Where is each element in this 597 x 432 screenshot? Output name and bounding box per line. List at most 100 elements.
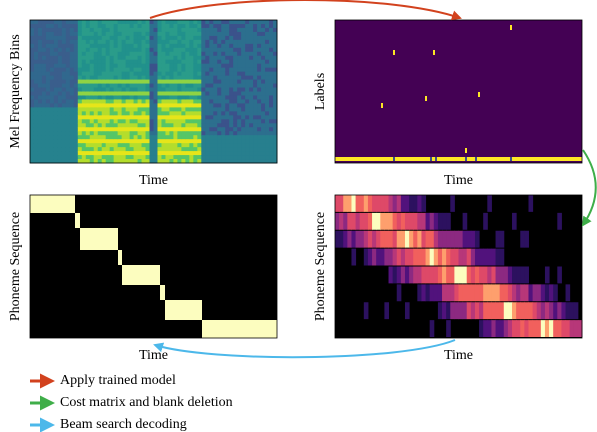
cell	[45, 111, 51, 116]
cell	[73, 119, 79, 124]
cell	[53, 151, 59, 156]
cell	[61, 155, 67, 160]
cell	[185, 147, 190, 152]
cell	[213, 107, 218, 112]
cell	[241, 147, 246, 152]
cell	[33, 123, 39, 128]
cell	[149, 151, 154, 156]
cell	[37, 79, 43, 85]
cell	[73, 107, 79, 112]
cell	[229, 43, 234, 49]
cell	[225, 143, 230, 148]
cell	[400, 266, 406, 284]
cell	[109, 159, 115, 164]
cell	[105, 55, 111, 61]
cell	[245, 159, 250, 164]
cell	[549, 284, 554, 302]
cell	[53, 51, 59, 57]
cell	[189, 43, 194, 49]
cell	[89, 131, 95, 136]
cell	[153, 87, 158, 92]
cell	[181, 79, 186, 85]
cell	[149, 59, 154, 65]
cell	[109, 71, 115, 77]
cell	[105, 83, 111, 89]
cell	[233, 87, 238, 92]
cell	[141, 39, 147, 45]
cell	[153, 103, 158, 108]
cell	[209, 43, 214, 49]
cell	[450, 284, 455, 302]
cell	[197, 71, 202, 77]
cell	[85, 75, 91, 81]
cell	[33, 75, 39, 81]
cell	[97, 83, 103, 89]
cell	[41, 83, 47, 89]
cell	[69, 27, 75, 33]
cell	[201, 135, 206, 140]
cell	[249, 123, 254, 128]
cell	[253, 151, 258, 156]
cell	[109, 139, 115, 144]
cell	[193, 123, 198, 128]
cell	[30, 59, 35, 65]
cell	[197, 79, 202, 85]
cell	[201, 67, 206, 73]
cell	[85, 139, 91, 144]
cell	[197, 20, 202, 25]
cell	[77, 91, 83, 96]
cell	[33, 111, 39, 116]
cell	[165, 115, 170, 120]
cell	[89, 91, 95, 96]
cell	[273, 43, 278, 49]
cell	[233, 123, 238, 128]
cell	[73, 131, 79, 136]
cell	[512, 302, 517, 320]
cell	[197, 139, 202, 144]
cell	[229, 63, 234, 69]
cell	[512, 320, 517, 337]
cell	[37, 139, 43, 144]
cell	[261, 143, 266, 148]
cell	[205, 35, 210, 41]
cell	[117, 135, 123, 140]
cell	[49, 147, 55, 152]
cell	[37, 51, 43, 57]
cell	[193, 31, 198, 37]
cell	[109, 115, 115, 120]
cell	[117, 59, 123, 65]
cell	[209, 139, 214, 144]
cell	[113, 103, 119, 108]
cell	[181, 95, 186, 100]
cell	[189, 107, 194, 112]
cell	[73, 155, 79, 160]
cell	[49, 27, 55, 33]
cell	[149, 91, 154, 96]
cell	[85, 71, 91, 77]
cell	[161, 123, 166, 128]
cell	[173, 47, 178, 53]
cell	[33, 103, 39, 108]
cell	[429, 248, 435, 266]
cell	[125, 99, 131, 104]
gap	[435, 157, 437, 161]
cell	[507, 284, 513, 302]
cell	[30, 43, 35, 49]
panel-frame	[29, 19, 278, 164]
cell	[429, 320, 435, 337]
cell	[61, 39, 67, 45]
cell	[233, 63, 238, 69]
cell	[145, 111, 151, 116]
cell	[181, 131, 186, 136]
cell	[85, 155, 91, 160]
cell	[189, 103, 194, 108]
cell	[169, 23, 174, 29]
cell	[149, 115, 154, 120]
cell	[137, 143, 143, 148]
cell	[185, 115, 190, 120]
cell	[89, 139, 95, 144]
cell	[97, 63, 103, 69]
cell	[125, 31, 131, 37]
cell	[73, 159, 79, 164]
cell	[153, 119, 158, 124]
